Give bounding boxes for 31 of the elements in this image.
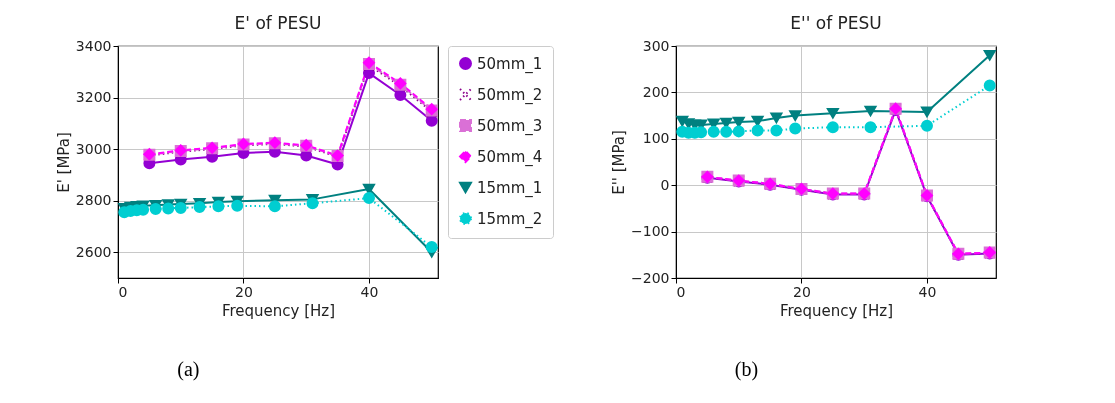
y-tick-label: 100: [642, 130, 670, 147]
x-tick-label: 20: [793, 283, 811, 300]
text: (b): [734, 358, 759, 381]
y-tick-label: 2800: [75, 192, 112, 209]
y-tick-label: −200: [631, 269, 670, 286]
legend-label: 50mm_1: [477, 54, 543, 74]
x-tick-label: 0: [118, 283, 128, 300]
y-axis-title: E' [MPa]: [54, 132, 73, 193]
y-tick-label: 3200: [75, 89, 112, 106]
x-axis-title: Frequency [Hz]: [221, 301, 336, 320]
y-tick-label: 3400: [75, 37, 112, 54]
legend-label: 50mm_4: [477, 147, 543, 167]
legend-label: 15mm_2: [477, 209, 543, 229]
chart-title: E' of PESU: [234, 13, 322, 33]
text: (a): [177, 358, 200, 381]
x-tick-label: 0: [676, 283, 686, 300]
chart-title: E'' of PESU: [790, 13, 882, 33]
x-tick-label: 40: [918, 283, 937, 300]
y-tick-label: 300: [642, 37, 670, 54]
y-axis-title: E'' [MPa]: [610, 130, 629, 195]
x-axis-title: Frequency [Hz]: [779, 301, 894, 320]
y-tick-label: 200: [642, 83, 670, 100]
x-tick-label: 20: [235, 283, 253, 300]
x-tick-label: 40: [360, 283, 379, 300]
y-tick-label: 3000: [75, 140, 112, 157]
legend-label: 50mm_3: [477, 116, 543, 136]
legend-label: 50mm_2: [477, 85, 543, 105]
y-tick-label: 0: [660, 176, 670, 193]
legend-label: 15mm_1: [477, 178, 543, 198]
y-tick-label: 2600: [75, 243, 112, 260]
y-tick-label: −100: [631, 223, 670, 240]
